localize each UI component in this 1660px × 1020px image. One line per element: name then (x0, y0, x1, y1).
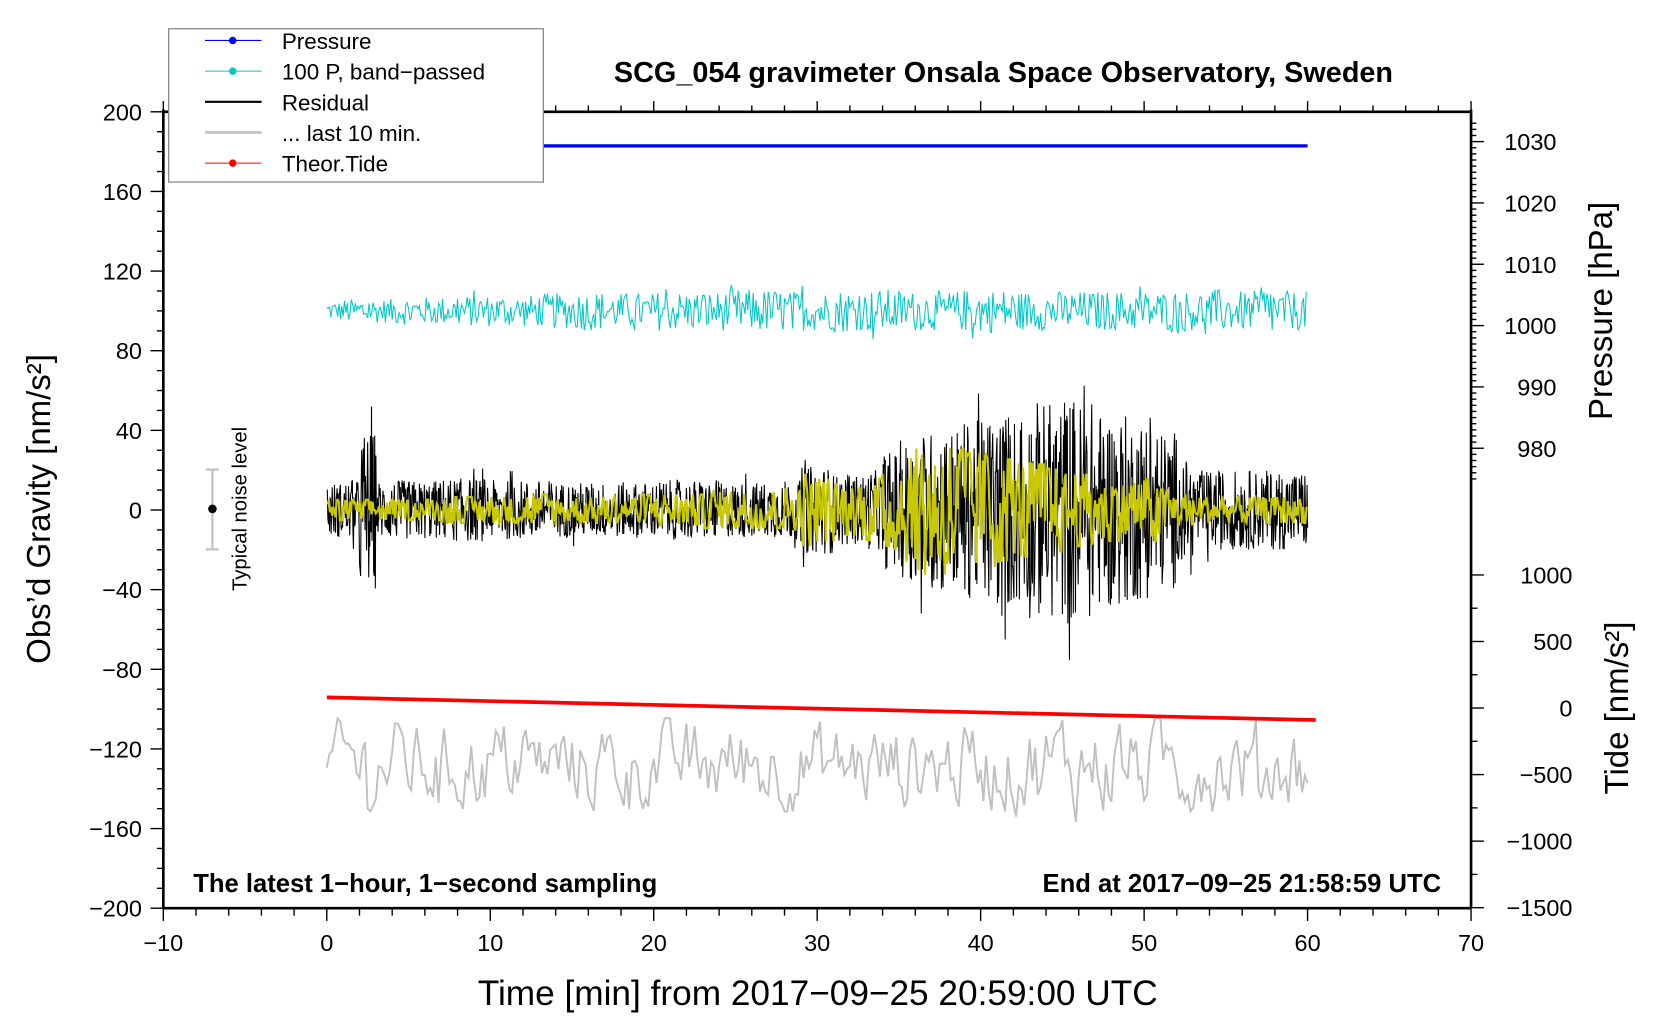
x-tick-label: 40 (968, 930, 994, 956)
legend-label: 100 P, band−passed (282, 60, 485, 85)
pressure-tick-label: 980 (1517, 436, 1556, 462)
x-tick-label: 70 (1458, 930, 1484, 956)
legend-label: Pressure (282, 29, 372, 54)
y-tick-label: 160 (103, 179, 142, 205)
series-band-passed-pressure (326, 284, 1307, 340)
series-layer (325, 144, 1316, 822)
x-tick-label: 20 (641, 930, 667, 956)
series-last-10-min (325, 715, 1309, 822)
noise-level-indicator: Typical noise level (206, 427, 252, 591)
y-tick-label: −160 (89, 816, 142, 842)
x-tick-label: 30 (804, 930, 830, 956)
legend-label: Residual (282, 90, 369, 115)
sampling-annotation: The latest 1−hour, 1−second sampling (193, 870, 657, 898)
y-tick-label: −80 (102, 657, 142, 683)
chart-title: SCG_054 gravimeter Onsala Space Observat… (614, 57, 1393, 89)
legend-entry: ... last 10 min. (204, 121, 421, 146)
legend-marker (228, 67, 237, 75)
legend-entry: 100 P, band−passed (204, 60, 485, 85)
x-tick-label: 0 (320, 930, 333, 956)
y-tick-label: −40 (102, 577, 142, 603)
legend-entry: Residual (204, 90, 369, 115)
legend: Pressure 100 P, band−passed Residual ... la… (168, 28, 545, 183)
legend-label: ... last 10 min. (282, 121, 421, 146)
pressure-tick-label: 990 (1517, 374, 1556, 400)
y-tick-label: −200 (89, 896, 142, 922)
noise-level-label: Typical noise level (230, 427, 252, 591)
y-axis-label: Obs’d Gravity [nm/s²] (21, 354, 58, 664)
y-tick-label: 0 (129, 498, 142, 524)
tide-tick-label: −1000 (1507, 829, 1573, 855)
legend-entry: Theor.Tide (204, 152, 388, 177)
pressure-tick-label: 1030 (1504, 129, 1556, 155)
tide-tick-label: 1000 (1520, 562, 1572, 588)
x-tick-label: 50 (1131, 930, 1157, 956)
end-time-annotation: End at 2017−09−25 21:58:59 UTC (1043, 870, 1442, 898)
y-tick-label: −120 (89, 736, 142, 762)
x-tick-label: 10 (477, 930, 503, 956)
y-tick-label: 120 (103, 259, 142, 285)
y-tick-label: 40 (116, 418, 142, 444)
legend-label: Theor.Tide (282, 152, 388, 177)
y-tick-label: 200 (103, 99, 142, 125)
pressure-axis-label: Pressure [hPa] (1583, 202, 1620, 420)
x-tick-label: −10 (143, 930, 183, 956)
series-theoretical-tide (326, 695, 1316, 722)
tide-tick-label: −500 (1520, 762, 1573, 788)
noise-dot (208, 504, 217, 514)
legend-entry: Pressure (204, 29, 372, 54)
tide-tick-label: 500 (1533, 629, 1572, 655)
pressure-tick-label: 1000 (1504, 313, 1556, 339)
legend-box (168, 28, 545, 183)
tide-tick-label: 0 (1559, 696, 1572, 722)
series-filtered (326, 447, 1308, 575)
tide-axis-label: Tide [nm/s²] (1599, 622, 1636, 795)
pressure-tick-label: 1020 (1504, 190, 1556, 216)
x-axis-label: Time [min] from 2017−09−25 20:59:00 UTC (478, 974, 1158, 1013)
legend-marker (228, 159, 237, 167)
x-tick-label: 60 (1295, 930, 1321, 956)
tide-tick-label: −1500 (1507, 895, 1573, 921)
y-tick-label: 80 (116, 338, 142, 364)
legend-marker (228, 36, 237, 45)
pressure-tick-label: 1010 (1504, 252, 1556, 278)
